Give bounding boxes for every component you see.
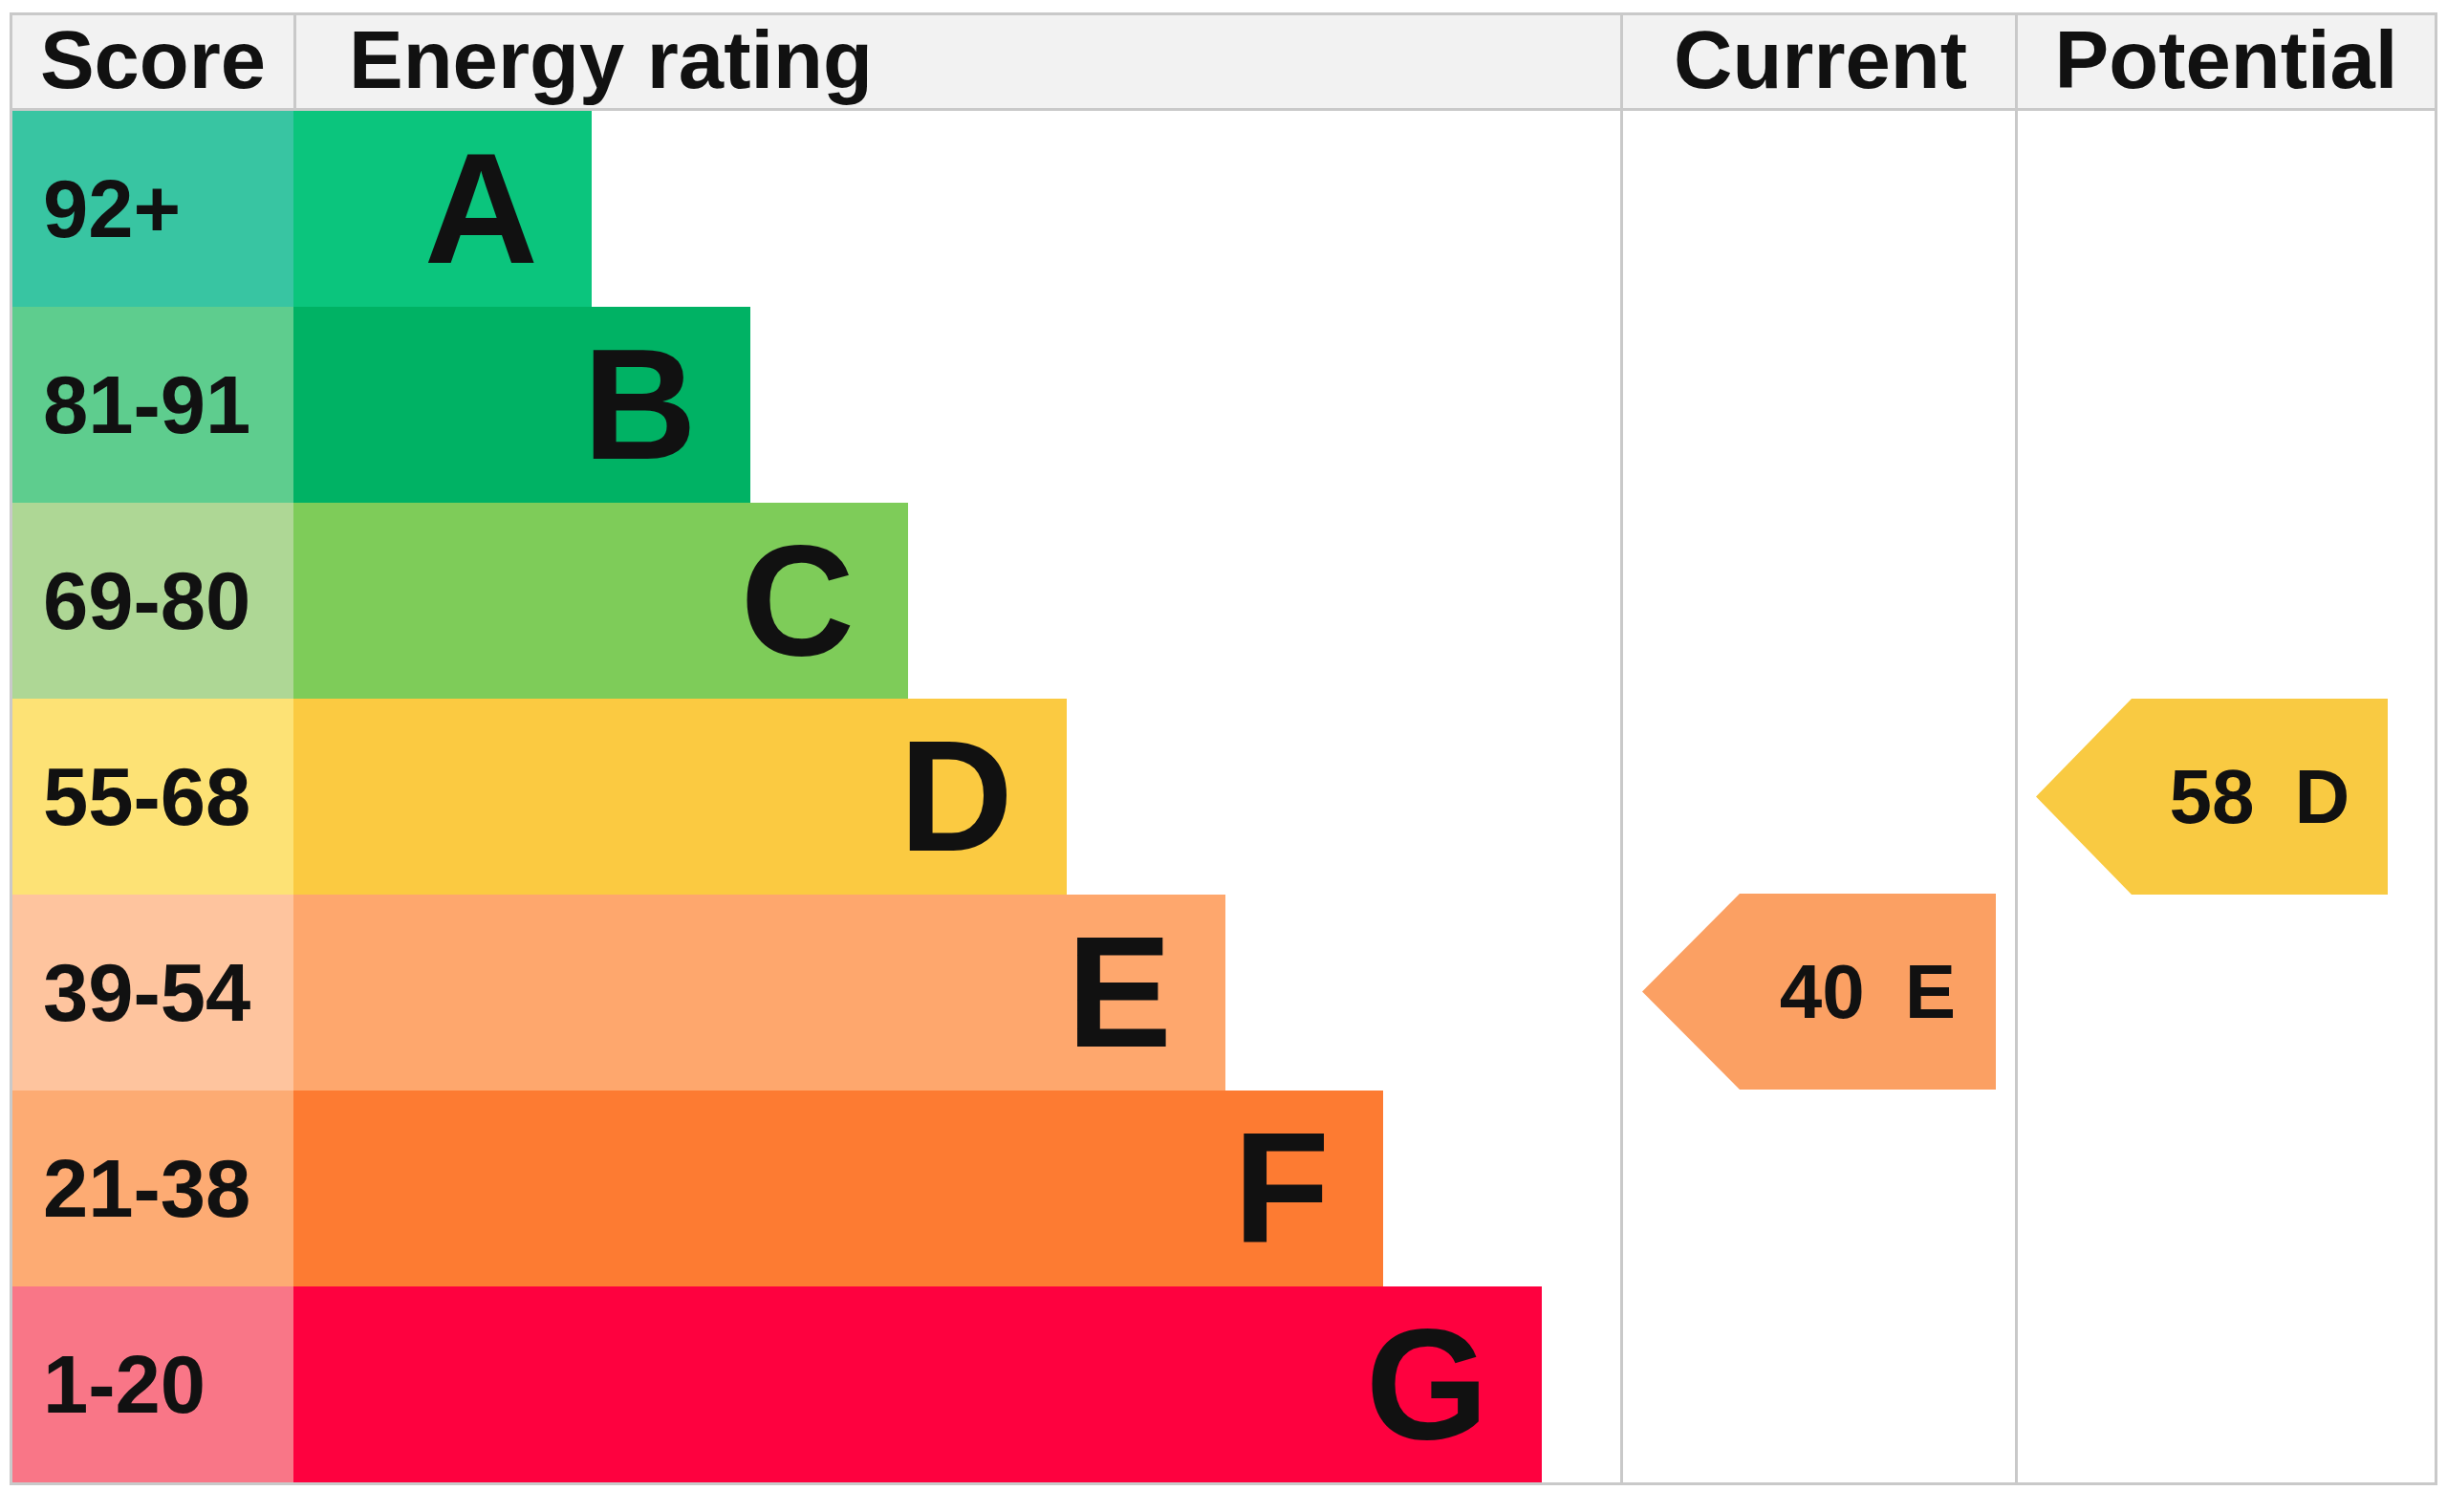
current-column-divider [1620,15,1623,1482]
current-score-value: 40 [1780,948,1865,1036]
rating-bar-g: G [293,1286,1542,1482]
score-range-label: 1-20 [43,1338,206,1432]
current-band-letter: E [1905,948,1956,1036]
score-range-label: 39-54 [43,946,250,1040]
rating-row-c: 69-80 C [12,503,2435,699]
current-column-header: Current [1623,15,2018,108]
rating-letter: B [583,314,697,495]
rating-bar-b: B [293,307,750,503]
rating-bar-f: F [293,1091,1383,1286]
rating-letter: D [899,706,1013,887]
rating-row-f: 21-38 F [12,1091,2435,1286]
table-header-row: Score Energy rating Current Potential [12,15,2435,111]
rating-letter: F [1233,1098,1330,1279]
score-range-cell-e: 39-54 [12,895,293,1091]
rating-row-g: 1-20 G [12,1286,2435,1482]
potential-score-value: 58 [2170,753,2255,841]
rating-bar-e: E [293,895,1225,1091]
score-range-label: 92+ [43,162,181,256]
potential-column-header: Potential [2018,15,2435,108]
rating-letter: C [741,510,855,691]
epc-energy-rating-chart: Score Energy rating Current Potential 92… [0,0,2447,1512]
rating-table: Score Energy rating Current Potential 92… [10,12,2437,1485]
score-range-label: 55-68 [43,750,250,844]
energy-rating-column-header: Energy rating [296,15,1623,108]
rating-letter: A [424,119,538,299]
score-range-label: 81-91 [43,358,250,452]
rating-bar-c: C [293,503,908,699]
score-range-cell-g: 1-20 [12,1286,293,1482]
rating-letter: G [1366,1294,1488,1475]
rating-row-b: 81-91 B [12,307,2435,503]
score-range-label: 69-80 [43,554,250,648]
score-range-cell-f: 21-38 [12,1091,293,1286]
rating-row-a: 92+ A [12,111,2435,307]
score-column-header: Score [12,15,296,108]
score-range-label: 21-38 [43,1142,250,1236]
score-range-cell-a: 92+ [12,111,293,307]
potential-column-divider [2015,15,2018,1482]
score-range-cell-b: 81-91 [12,307,293,503]
rating-bar-d: D [293,699,1067,895]
rating-bar-a: A [293,111,592,307]
score-range-cell-c: 69-80 [12,503,293,699]
potential-band-letter: D [2295,753,2350,841]
rating-row-e: 39-54 E [12,895,2435,1091]
rating-letter: E [1067,902,1172,1083]
score-range-cell-d: 55-68 [12,699,293,895]
